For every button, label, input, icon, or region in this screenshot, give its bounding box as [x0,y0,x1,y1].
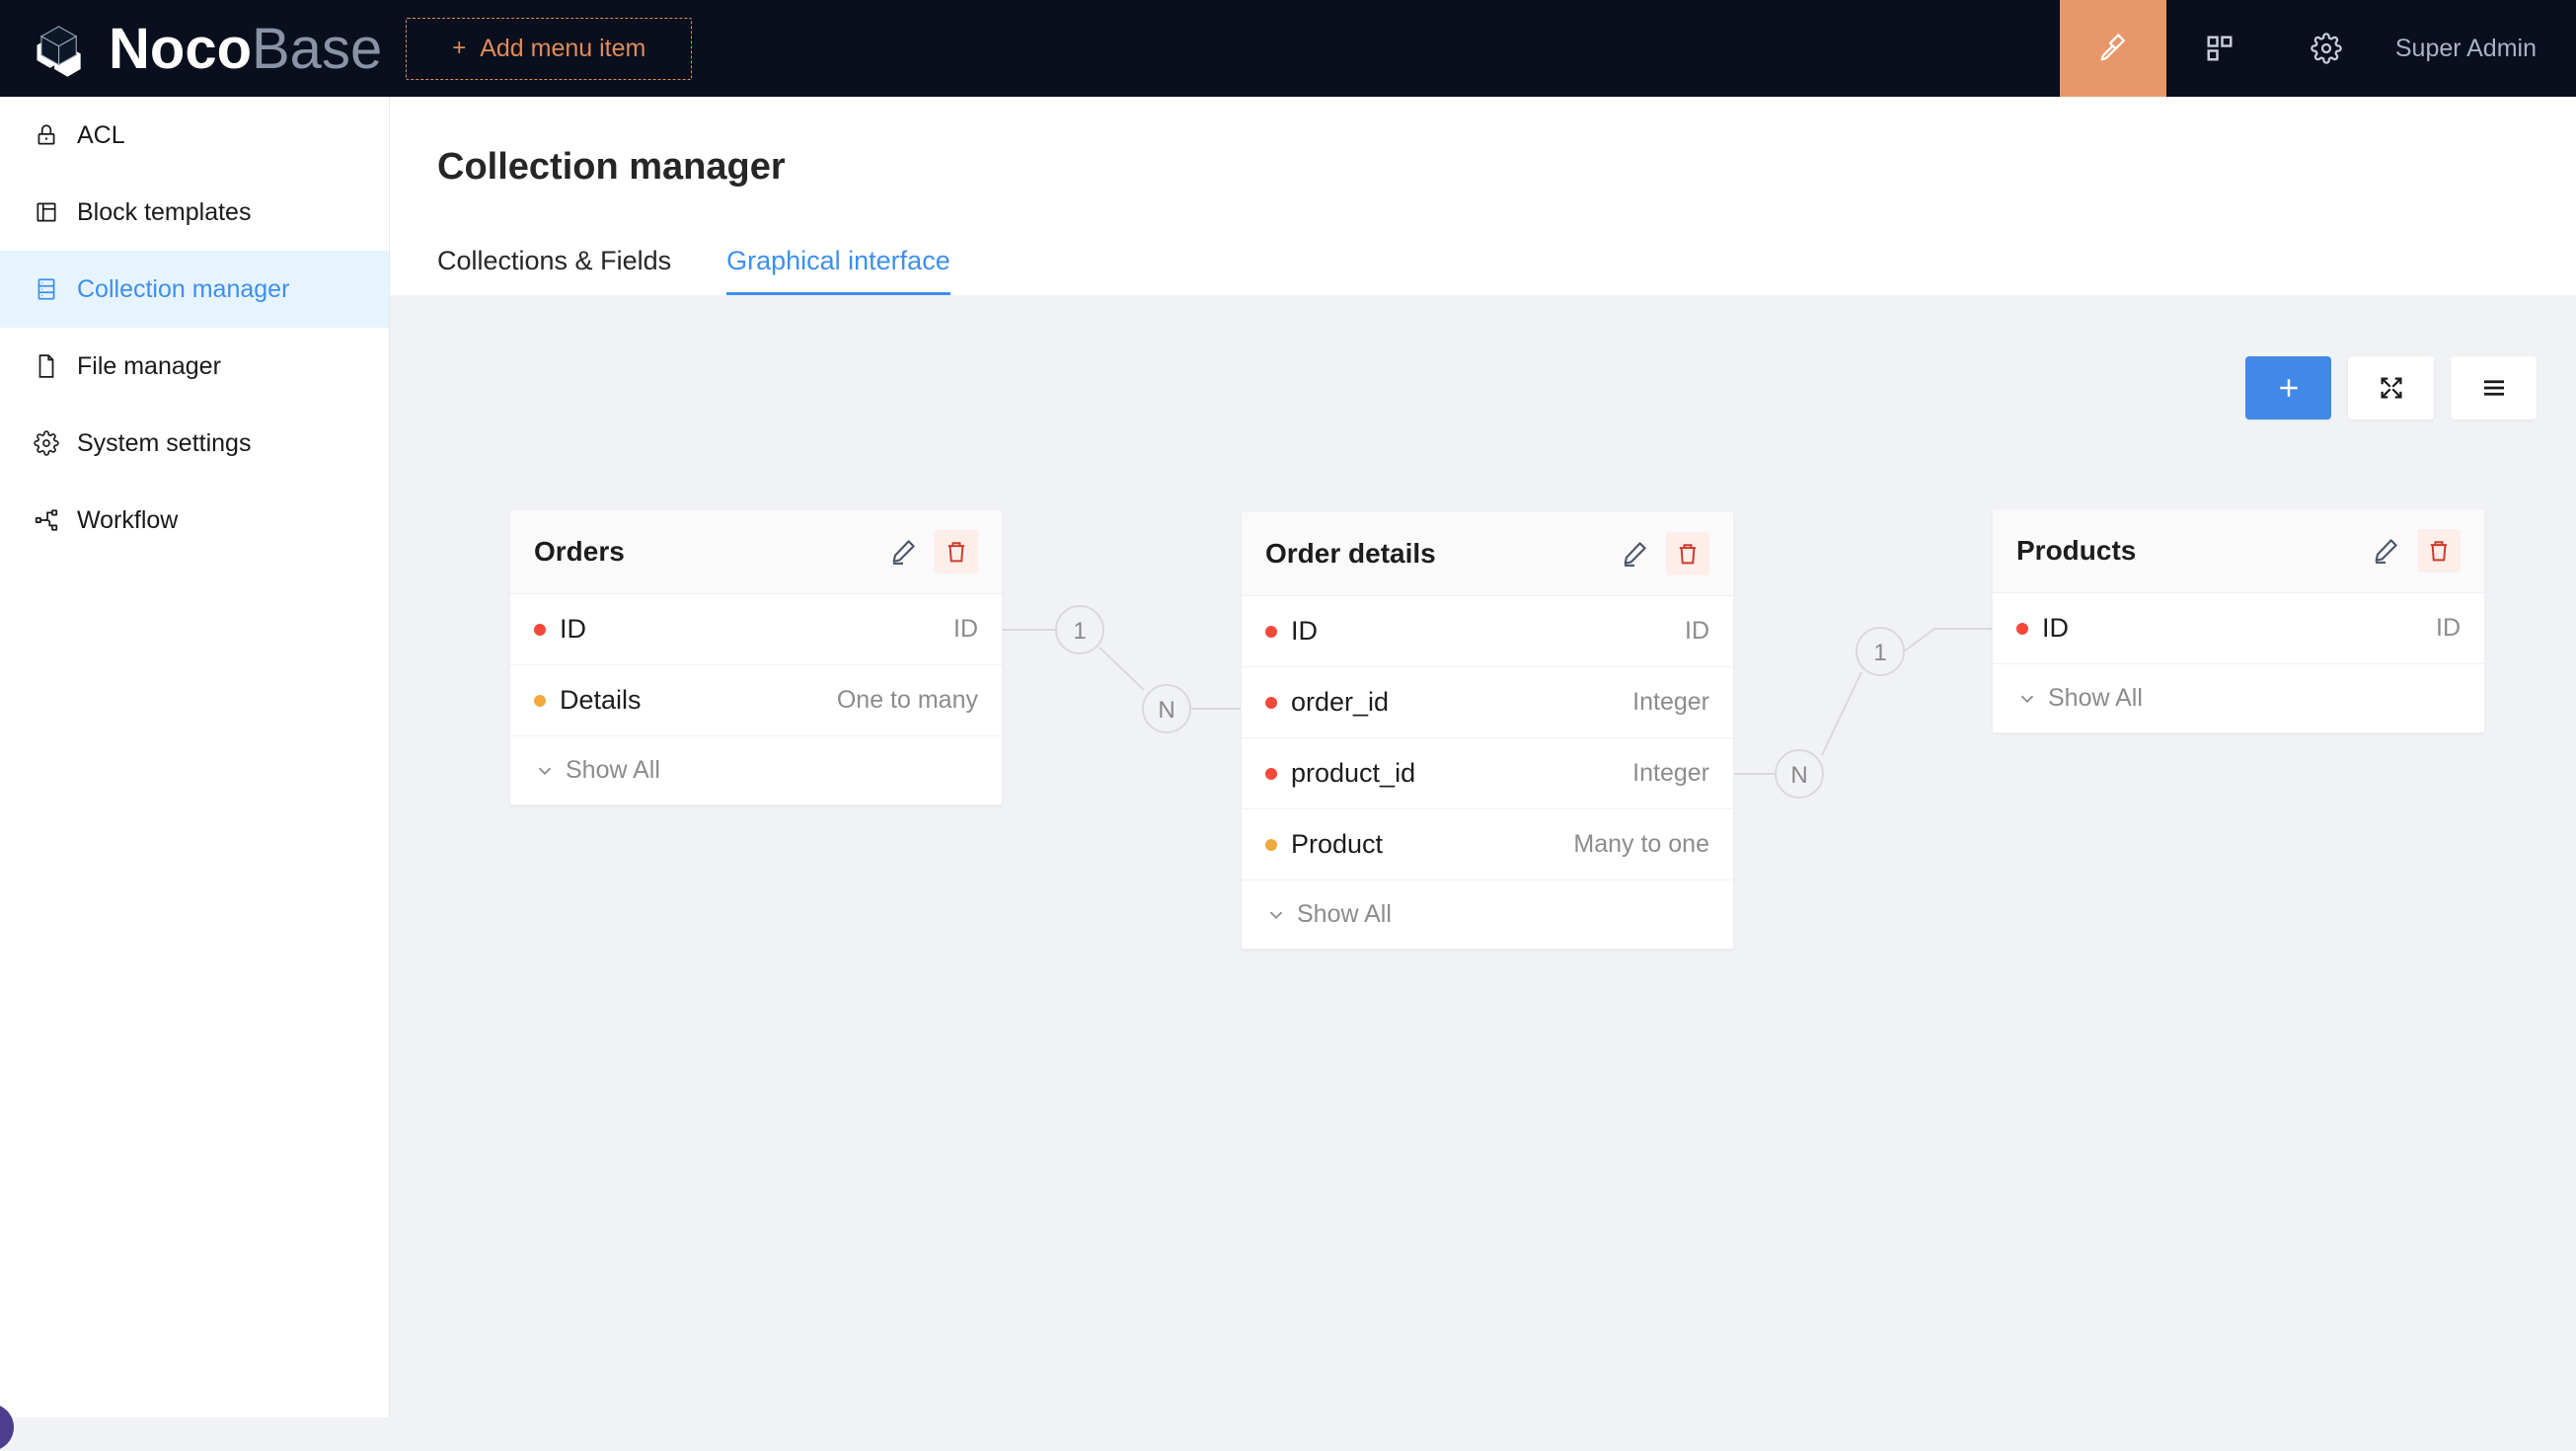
svg-text:N: N [1790,762,1807,789]
svg-text:N: N [1158,697,1174,724]
svg-text:1: 1 [1873,640,1886,666]
svg-text:1: 1 [1073,618,1086,645]
